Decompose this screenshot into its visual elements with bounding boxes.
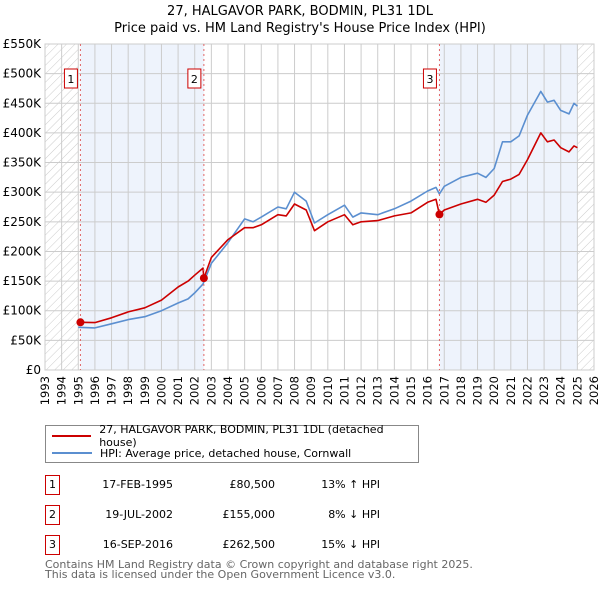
x-tick-label: 1993 (38, 376, 52, 405)
x-tick-label: 1996 (88, 376, 102, 405)
x-tick-label: 2021 (504, 376, 518, 405)
x-tick-label: 2004 (221, 376, 235, 405)
ownership-shade (439, 44, 578, 370)
transaction-price: £262,500 (222, 538, 276, 551)
transaction-date: 19-JUL-2002 (105, 508, 173, 521)
sale-point (199, 274, 208, 283)
transaction-row: 2 19-JUL-2002 £155,000 8% ↓ HPI (45, 505, 465, 525)
sale-point (76, 318, 85, 327)
x-tick-label: 2000 (154, 376, 168, 405)
legend-label: 27, HALGAVOR PARK, BODMIN, PL31 1DL (det… (99, 423, 384, 449)
x-tick-label: 2013 (371, 376, 385, 405)
x-tick-label: 1995 (71, 376, 85, 405)
transaction-hpi: 13% ↑ HPI (321, 478, 380, 491)
footer-attribution: Contains HM Land Registry data © Crown c… (45, 558, 473, 581)
x-tick-label: 1994 (55, 376, 69, 405)
legend-swatch-red (52, 435, 92, 437)
x-tick-label: 2001 (171, 376, 185, 405)
y-tick-label: £500K (3, 67, 43, 81)
x-tick-label: 2003 (204, 376, 218, 405)
y-tick-label: £100K (3, 304, 43, 318)
x-tick-label: 2010 (321, 376, 335, 405)
x-tick-label: 1998 (121, 376, 135, 405)
y-tick-label: £0 (26, 363, 41, 377)
x-tick-label: 2023 (537, 376, 551, 405)
footer-line: Contains HM Land Registry data © Crown c… (45, 558, 473, 571)
y-tick-label: £150K (3, 274, 43, 288)
x-tick-label: 2015 (404, 376, 418, 405)
transaction-date: 16-SEP-2016 (102, 538, 173, 551)
y-tick-label: £550K (3, 37, 43, 51)
x-tick-label: 2024 (554, 376, 568, 405)
x-tick-label: 2005 (238, 376, 252, 405)
legend-item-hpi: HPI: Average price, detached house, Corn… (46, 445, 351, 461)
x-tick-label: 2012 (354, 376, 368, 405)
sale-marker-label: 2 (191, 73, 198, 86)
y-tick-label: £250K (3, 215, 43, 229)
x-tick-label: 2009 (304, 376, 318, 405)
legend-swatch-blue (52, 452, 92, 454)
legend-item-price-paid: 27, HALGAVOR PARK, BODMIN, PL31 1DL (det… (46, 423, 418, 449)
no-data-hatch (577, 44, 594, 370)
sale-marker-label: 3 (426, 73, 433, 86)
sale-marker-box (422, 68, 437, 89)
x-tick-label: 2002 (188, 376, 202, 405)
x-tick-label: 2016 (421, 376, 435, 405)
chart-subtitle: Price paid vs. HM Land Registry's House … (114, 21, 486, 36)
legend-label: HPI: Average price, detached house, Corn… (100, 446, 352, 460)
x-tick-label: 2008 (288, 376, 302, 405)
y-tick-label: £350K (3, 156, 43, 170)
y-tick-label: £200K (3, 244, 43, 258)
y-tick-label: £50K (10, 333, 42, 347)
footer-line: This data is licensed under the Open Gov… (45, 568, 396, 581)
x-tick-label: 2018 (454, 376, 468, 405)
x-tick-label: 2017 (437, 376, 451, 405)
x-tick-label: 2014 (387, 376, 401, 405)
hpi-line (78, 90, 578, 329)
x-tick-label: 1997 (105, 376, 119, 405)
x-tick-label: 2006 (254, 376, 268, 405)
transaction-price: £155,000 (222, 508, 276, 521)
transaction-hpi: 15% ↓ HPI (321, 538, 380, 551)
price-paid-line (80, 132, 578, 324)
y-tick-label: £400K (3, 126, 43, 140)
x-tick-label: 2025 (570, 376, 584, 405)
x-tick-label: 2007 (271, 376, 285, 405)
x-tick-label: 2022 (520, 376, 534, 405)
sale-point (435, 210, 444, 219)
y-tick-label: £300K (3, 185, 43, 199)
transaction-number: 3 (45, 535, 60, 555)
sale-marker-box (187, 68, 202, 89)
x-tick-label: 1999 (138, 376, 152, 405)
transaction-hpi: 8% ↓ HPI (328, 508, 380, 521)
transaction-row: 1 17-FEB-1995 £80,500 13% ↑ HPI (45, 475, 465, 495)
plot-border (44, 43, 595, 371)
x-tick-label: 2020 (487, 376, 501, 405)
transaction-number: 2 (45, 505, 60, 525)
chart-legend: 27, HALGAVOR PARK, BODMIN, PL31 1DL (det… (45, 423, 419, 463)
y-tick-label: £450K (3, 96, 43, 110)
chart-title: 27, HALGAVOR PARK, BODMIN, PL31 1DL (167, 4, 433, 19)
transaction-number: 1 (45, 475, 60, 495)
transaction-price: £80,500 (229, 478, 276, 491)
sale-marker-label: 1 (67, 73, 74, 86)
sale-marker-box (63, 68, 78, 89)
transaction-date: 17-FEB-1995 (102, 478, 173, 491)
x-tick-label: 2011 (337, 376, 351, 405)
x-tick-label: 2026 (587, 376, 600, 405)
x-tick-label: 2019 (471, 376, 485, 405)
ownership-shade (80, 44, 204, 370)
transaction-row: 3 16-SEP-2016 £262,500 15% ↓ HPI (45, 535, 465, 555)
